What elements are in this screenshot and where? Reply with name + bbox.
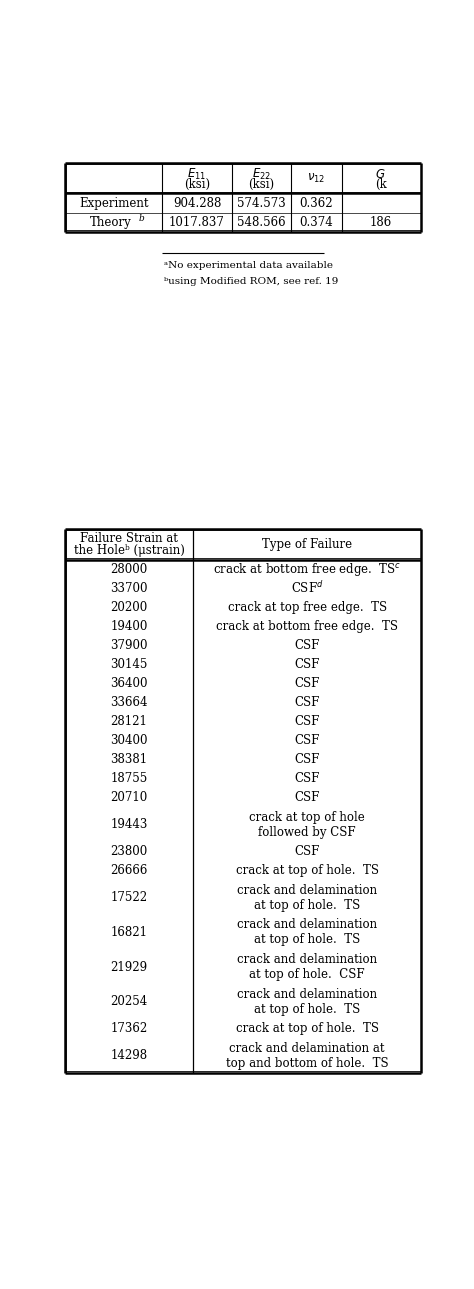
Text: crack and delamination at
top and bottom of hole.  TS: crack and delamination at top and bottom… [226, 1042, 389, 1070]
Text: crack at bottom free edge.  TS: crack at bottom free edge. TS [216, 620, 398, 633]
Text: crack at top of hole.  TS: crack at top of hole. TS [236, 1022, 379, 1035]
Text: Experiment: Experiment [80, 196, 149, 210]
Text: CSF: CSF [294, 735, 320, 748]
Text: $G$: $G$ [375, 168, 386, 180]
Text: CSF: CSF [294, 791, 320, 804]
Text: 21929: 21929 [110, 960, 147, 973]
Text: ᵃNo experimental data available: ᵃNo experimental data available [164, 260, 333, 269]
Text: (k: (k [375, 178, 387, 192]
Text: 17362: 17362 [110, 1022, 148, 1035]
Text: 574.573: 574.573 [237, 196, 286, 210]
Text: CSF: CSF [294, 677, 320, 690]
Text: 20710: 20710 [110, 791, 148, 804]
Text: 16821: 16821 [110, 926, 147, 938]
Text: Failure Strain at: Failure Strain at [80, 532, 178, 545]
Text: 30400: 30400 [110, 735, 148, 748]
Text: CSF$^{d}$: CSF$^{d}$ [291, 580, 324, 597]
Text: 20200: 20200 [110, 601, 148, 614]
Text: crack at top of hole
followed by CSF: crack at top of hole followed by CSF [249, 811, 365, 839]
Text: 18755: 18755 [110, 772, 148, 785]
Text: (ksi): (ksi) [184, 178, 210, 192]
Text: 28000: 28000 [110, 563, 148, 576]
Text: crack at top free edge.  TS: crack at top free edge. TS [228, 601, 387, 614]
Text: 186: 186 [370, 215, 392, 228]
Text: crack and delamination
at top of hole.  CSF: crack and delamination at top of hole. C… [237, 953, 377, 981]
Text: $E_{22}$: $E_{22}$ [252, 166, 271, 182]
Text: 33664: 33664 [110, 696, 148, 709]
Text: crack at top of hole.  TS: crack at top of hole. TS [236, 864, 379, 878]
Text: b: b [138, 214, 144, 223]
Text: 17522: 17522 [110, 891, 147, 904]
Text: 0.374: 0.374 [300, 215, 333, 228]
Text: Type of Failure: Type of Failure [262, 538, 352, 550]
Text: CSF: CSF [294, 696, 320, 709]
Text: 37900: 37900 [110, 639, 148, 652]
Text: Theory: Theory [90, 215, 132, 228]
Text: 548.566: 548.566 [237, 215, 286, 228]
Text: crack and delamination
at top of hole.  TS: crack and delamination at top of hole. T… [237, 987, 377, 1016]
Text: 19443: 19443 [110, 819, 148, 831]
Text: 30145: 30145 [110, 657, 148, 672]
Text: 36400: 36400 [110, 677, 148, 690]
Text: CSF: CSF [294, 657, 320, 672]
Text: CSF: CSF [294, 772, 320, 785]
Text: crack and delamination
at top of hole.  TS: crack and delamination at top of hole. T… [237, 918, 377, 946]
Text: $\nu_{12}$: $\nu_{12}$ [307, 171, 326, 184]
Text: 33700: 33700 [110, 581, 148, 594]
Text: 20254: 20254 [110, 995, 148, 1008]
Text: 28121: 28121 [110, 715, 147, 728]
Text: 14298: 14298 [110, 1049, 147, 1062]
Text: 26666: 26666 [110, 864, 148, 878]
Text: $E_{11}$: $E_{11}$ [187, 166, 207, 182]
Text: CSF: CSF [294, 753, 320, 766]
Text: CSF: CSF [294, 715, 320, 728]
Text: 23800: 23800 [110, 846, 148, 858]
Text: ᵇusing Modified ROM, see ref. 19: ᵇusing Modified ROM, see ref. 19 [164, 277, 338, 286]
Text: 0.362: 0.362 [300, 196, 333, 210]
Text: (ksi): (ksi) [248, 178, 274, 192]
Text: CSF: CSF [294, 846, 320, 858]
Text: crack at bottom free edge.  TS$^{c}$: crack at bottom free edge. TS$^{c}$ [213, 561, 401, 577]
Text: CSF: CSF [294, 639, 320, 652]
Text: the Holeᵇ (μstrain): the Holeᵇ (μstrain) [73, 544, 184, 557]
Text: 19400: 19400 [110, 620, 148, 633]
Text: crack and delamination
at top of hole.  TS: crack and delamination at top of hole. T… [237, 883, 377, 911]
Text: 904.288: 904.288 [173, 196, 221, 210]
Text: 1017.837: 1017.837 [169, 215, 225, 228]
Text: 38381: 38381 [110, 753, 147, 766]
